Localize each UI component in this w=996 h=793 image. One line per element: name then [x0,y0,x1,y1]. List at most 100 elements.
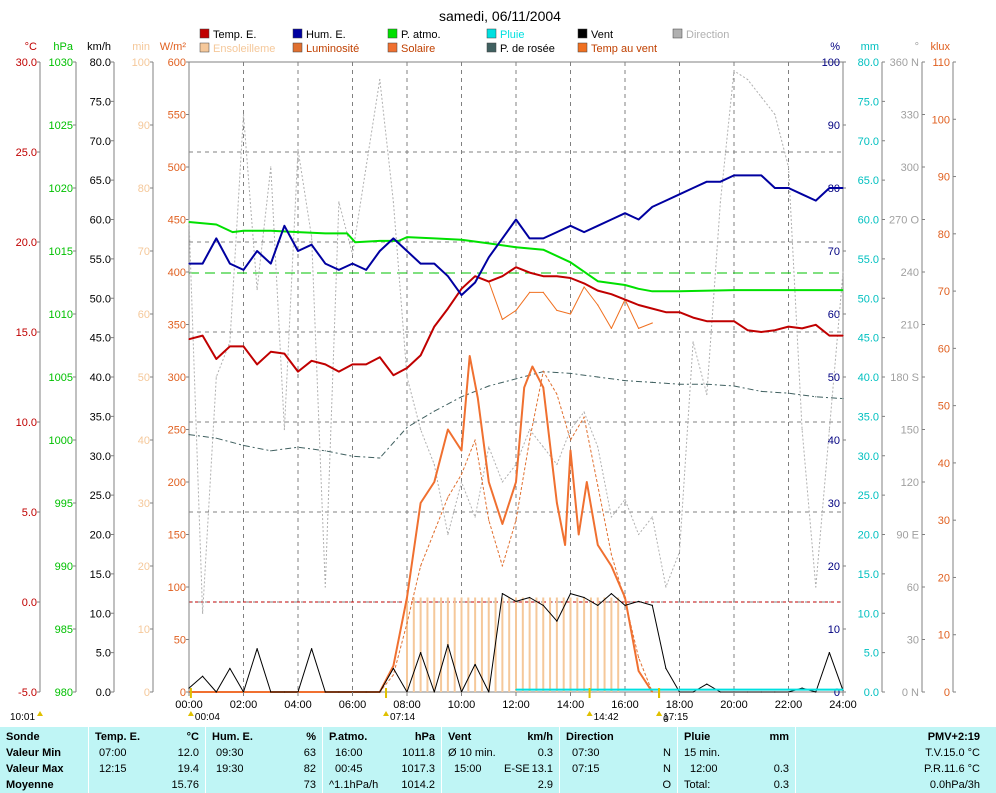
right-axis-tick-label: 10 [828,624,840,636]
series-point [188,221,190,223]
stats-temp-header: Temp. E. [95,731,141,743]
right-axis-tick-label: 180 S [890,372,919,384]
x-tick-label: 00:00 [175,699,203,711]
series-point [477,397,479,399]
legend-swatch [387,42,398,53]
series-point [447,428,449,431]
time-marker-arrow [656,711,663,716]
stats-hum-max-time: 19:30 [216,763,244,775]
right-axis-tick-label: 50 [828,372,840,384]
left-axis-tick-label: 400 [168,267,186,279]
left-axis-tick-label: 25.0 [16,147,37,159]
stats-hum-min-val: 63 [303,747,316,759]
series-point [460,396,463,398]
left-axis-tick-label: 1025 [49,120,73,132]
series-point [215,358,217,360]
left-axis-tick-label: 15.0 [16,327,37,339]
series-point [624,380,626,382]
legend-swatch [199,28,210,39]
series-point [406,376,408,378]
series-point [678,551,681,553]
series-point [229,345,231,347]
series-point [787,166,790,168]
stats-dir-min-val: N [663,747,671,759]
series-point [447,533,449,536]
left-axis-tick-label: 60.0 [90,215,111,227]
stats-pmv-header: PMV+2:19 [927,731,980,743]
right-axis-tick-label: 15.0 [858,569,879,581]
stats-vent-max-time: 15:00 [454,763,482,775]
left-axis-tick-label: 75.0 [90,96,111,108]
left-axis-tick-label: 50 [174,635,186,647]
series-point [678,383,681,385]
series-point [420,502,422,504]
right-axis-tick-label: 30.0 [858,451,879,463]
x-tick-label: 06:00 [339,699,367,711]
right-axis-tick-label: 45.0 [858,333,879,345]
stats-col-pluie: Pluie mm 15 min. 12:00 0.3 Total: 0.3 [678,727,796,793]
left-axis-tick-label: 200 [168,477,186,489]
series-point [311,360,313,362]
series-point [515,309,517,311]
time-marker-arrow [383,711,390,716]
x-tick-label: 24:00 [829,699,857,711]
right-axis-tick-label: 10 [938,630,950,642]
left-axis-tick-label: 1005 [49,372,73,384]
series-point [406,622,408,624]
series-point [733,385,735,387]
series-luminosit- [189,370,653,693]
series-point [638,327,640,329]
series-point [256,250,258,252]
series-point [283,691,285,693]
series-point [842,335,844,337]
series-point [692,317,694,319]
series-point [460,288,463,290]
stats-col-pmv: PMV+2:19 T.V.15.0 °C P.R.11.6 °C 0.0hPa/… [796,727,996,793]
legend-label: Ensoleilleme [213,43,275,55]
series-point [583,282,585,284]
legend-label: Luminosité [306,43,359,55]
series-point [678,193,681,195]
axis-units: °C hPa km/h min W/m²% mm ° klux [25,41,951,53]
series-point [760,691,762,693]
legend-swatch [199,42,210,53]
left-axis-tick-label: 30 [138,498,150,510]
stats-label-min: Valeur Min [6,747,62,759]
series-point [733,289,735,291]
series-point [351,253,354,256]
left-axis-tick-label: 90 [138,120,150,132]
series-point [392,674,394,676]
series-point [338,201,340,203]
series-point [283,353,285,355]
legend-swatch [577,42,588,53]
series-point [242,113,245,116]
left-axis-tick-label: 0.0 [96,687,111,699]
series-point [420,354,422,356]
left-axis-tick-label: 500 [168,162,186,174]
series-point [542,291,544,293]
series-point [569,261,572,263]
series-point [515,246,517,248]
stats-pluie-max-val: 0.3 [773,763,789,775]
series-point [515,266,517,268]
series-point [556,620,558,622]
series-point [651,381,653,383]
right-axis-tick-label: 240 [901,267,919,279]
series-point [651,516,653,518]
series-point [651,308,653,310]
series-point [229,667,231,669]
right-axis-tick-label: 100 [822,57,840,69]
stats-patmo-trend: ^1.1hPa/h [329,779,379,791]
stats-vent-avg-period: Ø 10 min. [448,747,496,759]
series-point [624,596,626,599]
stats-pluie-unit: mm [769,731,789,743]
series-point [515,519,517,521]
time-markers: 10:01 00:04 07:14 14:42 17:150 [10,688,689,725]
series-point [556,231,558,233]
time-marker-label: 17:15 [663,712,688,723]
legend-swatch [486,42,497,53]
series-point [828,335,830,337]
series-point [569,428,572,431]
right-axis-tick-label: 80.0 [858,57,879,69]
series-point [597,544,599,546]
